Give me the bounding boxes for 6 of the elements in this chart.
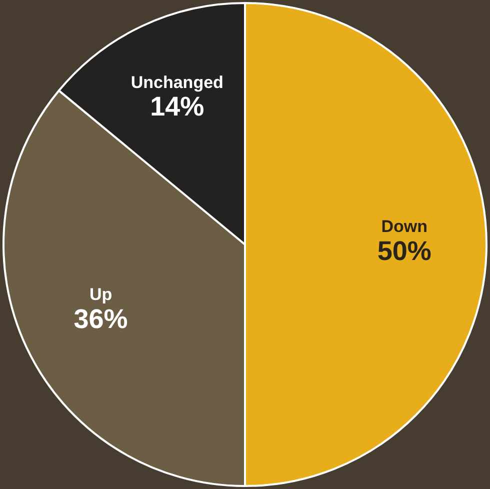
slice-label: Unchanged xyxy=(130,72,224,92)
data-label: 14% xyxy=(150,92,204,122)
data-label: 50% xyxy=(377,236,432,266)
slice-label: Up xyxy=(89,285,112,304)
slice-label: Down xyxy=(381,217,428,236)
data-label: 36% xyxy=(74,304,128,334)
